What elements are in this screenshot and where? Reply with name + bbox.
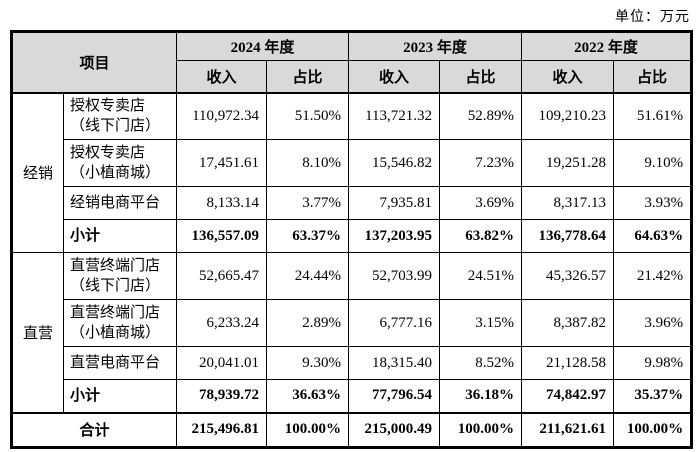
revenue-cell: 6,777.16 (348, 299, 441, 347)
group-label-distribution: 经销 (11, 92, 64, 253)
revenue-cell: 17,451.61 (176, 139, 268, 187)
unit-label: 单位：万元 (615, 10, 690, 25)
revenue-cell: 7,935.81 (348, 186, 441, 220)
table-row: 直营电商平台 20,041.01 9.30% 18,315.40 8.52% 2… (12, 346, 693, 380)
row-label: 直营终端门店 （小植商城） (62, 299, 178, 347)
table-row: 授权专卖店 （小植商城） 17,451.61 8.10% 15,546.82 7… (12, 139, 693, 187)
total-row: 合计 215,496.81 100.00% 215,000.49 100.00%… (10, 411, 693, 448)
header-row-metrics: 收入 占比 收入 占比 收入 占比 (12, 60, 693, 93)
share-cell: 63.37% (266, 219, 350, 253)
total-label: 合计 (10, 411, 178, 448)
revenue-cell: 109,210.23 (521, 92, 615, 140)
revenue-cell: 113,721.32 (348, 92, 441, 140)
header-share-2024: 占比 (266, 60, 350, 93)
subtotal-row: 小计 78,939.72 36.63% 77,796.54 36.18% 74,… (12, 379, 693, 413)
header-year-2024: 2024 年度 (176, 31, 350, 61)
share-cell: 100.00% (266, 411, 350, 448)
share-cell: 64.63% (613, 219, 693, 253)
share-cell: 52.89% (439, 92, 523, 140)
revenue-cell: 78,939.72 (176, 379, 268, 413)
revenue-cell: 8,133.14 (176, 186, 268, 220)
table-row: 经销 授权专卖店 （线下门店） 110,972.34 51.50% 113,72… (11, 92, 693, 253)
row-label: 小计 (62, 379, 178, 413)
revenue-cell: 45,326.57 (521, 252, 615, 300)
row-label: 小计 (62, 219, 178, 253)
revenue-cell: 15,546.82 (348, 139, 441, 187)
share-cell: 100.00% (613, 411, 693, 448)
share-cell: 63.82% (439, 219, 523, 253)
share-cell: 35.37% (613, 379, 693, 413)
share-cell: 24.51% (439, 252, 523, 300)
share-cell: 3.69% (439, 186, 523, 220)
revenue-cell: 136,778.64 (521, 219, 615, 253)
share-cell: 36.18% (439, 379, 523, 413)
share-cell: 36.63% (266, 379, 350, 413)
share-cell: 100.00% (439, 411, 523, 448)
row-label: 直营电商平台 (62, 346, 178, 380)
header-revenue-2022: 收入 (521, 60, 615, 93)
revenue-cell: 8,317.13 (521, 186, 615, 220)
subtotal-row: 小计 136,557.09 63.37% 137,203.95 63.82% 1… (12, 219, 693, 253)
header-item: 项目 (10, 31, 178, 93)
revenue-cell: 6,233.24 (176, 299, 268, 347)
revenue-cell: 215,000.49 (348, 411, 441, 448)
share-cell: 3.96% (613, 299, 693, 347)
table-row: 直营终端门店 （小植商城） 6,233.24 2.89% 6,777.16 3.… (12, 299, 693, 347)
share-cell: 51.50% (266, 92, 350, 140)
header-row-years: 项目 2024 年度 2023 年度 2022 年度 (10, 31, 693, 93)
share-cell: 8.52% (439, 346, 523, 380)
header-share-2022: 占比 (613, 60, 693, 93)
share-cell: 24.44% (266, 252, 350, 300)
revenue-cell: 215,496.81 (176, 411, 268, 448)
revenue-cell: 18,315.40 (348, 346, 441, 380)
revenue-cell: 77,796.54 (348, 379, 441, 413)
revenue-cell: 21,128.58 (521, 346, 615, 380)
header-share-2023: 占比 (439, 60, 523, 93)
revenue-cell: 74,842.97 (521, 379, 615, 413)
share-cell: 7.23% (439, 139, 523, 187)
share-cell: 3.93% (613, 186, 693, 220)
share-cell: 3.15% (439, 299, 523, 347)
share-cell: 8.10% (266, 139, 350, 187)
revenue-cell: 136,557.09 (176, 219, 268, 253)
revenue-cell: 20,041.01 (176, 346, 268, 380)
share-cell: 21.42% (613, 252, 693, 300)
row-label: 授权专卖店 （线下门店） (62, 92, 178, 140)
header-revenue-2024: 收入 (176, 60, 268, 93)
share-cell: 51.61% (613, 92, 693, 140)
header-year-2022: 2022 年度 (521, 31, 693, 61)
group-label-direct: 直营 (11, 252, 64, 413)
share-cell: 2.89% (266, 299, 350, 347)
row-label: 经销电商平台 (62, 186, 178, 220)
revenue-by-channel-table: 项目 2024 年度 2023 年度 2022 年度 收入 占比 收入 占比 收… (10, 30, 694, 449)
revenue-cell: 211,621.61 (521, 411, 615, 448)
share-cell: 9.98% (613, 346, 693, 380)
revenue-cell: 19,251.28 (521, 139, 615, 187)
revenue-cell: 110,972.34 (176, 92, 268, 140)
table-row: 直营 直营终端门店 （线下门店） 52,665.47 24.44% 52,703… (11, 252, 693, 413)
row-label: 授权专卖店 （小植商城） (62, 139, 178, 187)
revenue-cell: 52,703.99 (348, 252, 441, 300)
share-cell: 9.30% (266, 346, 350, 380)
header-year-2023: 2023 年度 (348, 31, 523, 61)
revenue-cell: 137,203.95 (348, 219, 441, 253)
header-revenue-2023: 收入 (348, 60, 441, 93)
revenue-cell: 52,665.47 (176, 252, 268, 300)
revenue-cell: 8,387.82 (521, 299, 615, 347)
share-cell: 9.10% (613, 139, 693, 187)
table-row: 经销电商平台 8,133.14 3.77% 7,935.81 3.69% 8,3… (12, 186, 693, 220)
row-label: 直营终端门店 （线下门店） (62, 252, 178, 300)
share-cell: 3.77% (266, 186, 350, 220)
